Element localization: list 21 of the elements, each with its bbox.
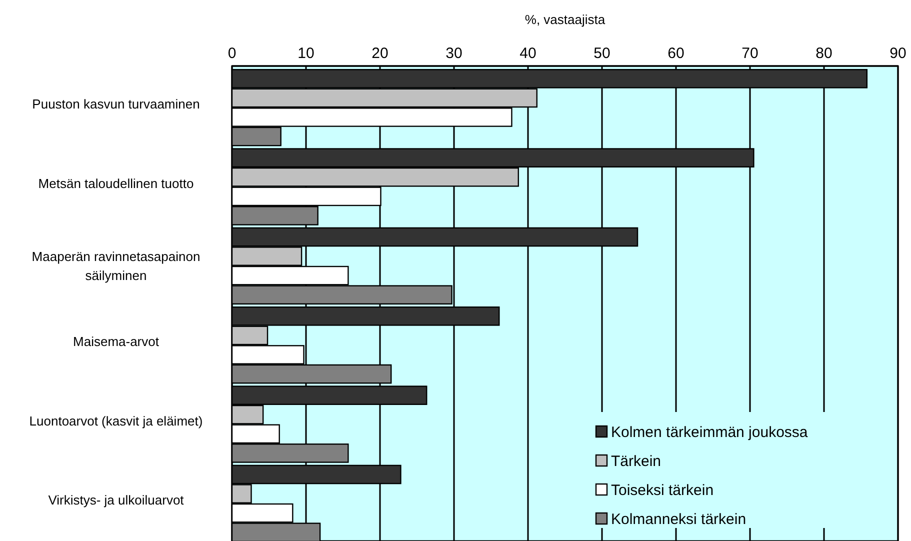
x-tick-label: 80 — [816, 45, 832, 62]
x-tick-label: 70 — [742, 45, 758, 62]
legend-label: Toiseksi tärkein — [611, 482, 714, 499]
x-tick-label: 20 — [372, 45, 388, 62]
x-tick-label: 50 — [594, 45, 610, 62]
y-tick-label: Maaperän ravinnetasapainon säilyminen — [32, 248, 200, 283]
y-tick-label: Virkistys- ja ulkoiluarvot — [48, 492, 184, 508]
x-tick-label: 10 — [298, 45, 314, 62]
x-tick-label: 0 — [228, 45, 236, 62]
legend-label: Tärkein — [611, 453, 662, 470]
x-axis-title: %, vastaajista — [524, 12, 606, 27]
y-tick-label: Metsän taloudellinen tuotto — [38, 176, 194, 191]
y-tick-label: Luontoarvot (kasvit ja eläimet) — [29, 413, 203, 428]
y-tick-label: Puuston kasvun turvaaminen — [32, 96, 200, 112]
legend-label: Kolmanneksi tärkein — [611, 511, 746, 528]
legend-label: Kolmen tärkeimmän joukossa — [611, 424, 808, 441]
y-tick-label: Maisema-arvot — [73, 334, 160, 350]
x-tick-label: 40 — [520, 45, 536, 62]
x-tick-label: 90 — [890, 45, 906, 62]
x-tick-label: 30 — [446, 45, 462, 62]
x-tick-label: 60 — [668, 45, 684, 62]
